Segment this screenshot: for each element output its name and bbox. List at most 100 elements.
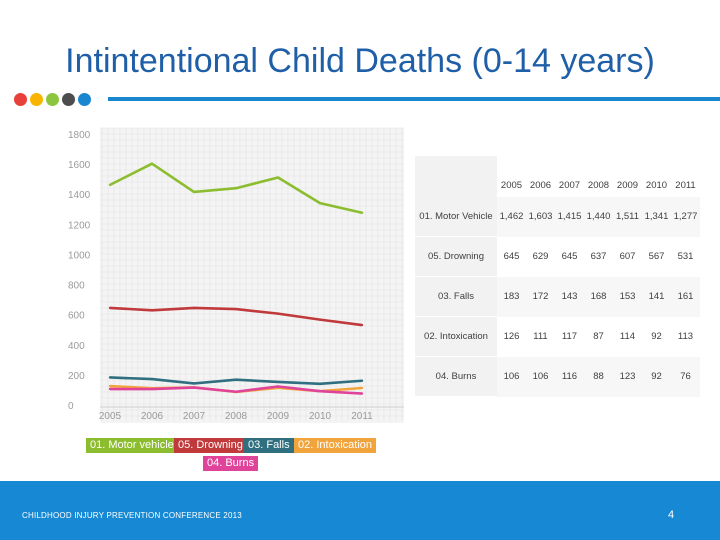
- x-tick-label: 2007: [183, 411, 206, 422]
- data-point-drowning: [192, 306, 196, 310]
- data-point-falls: [192, 382, 196, 385]
- table-cell: 607: [619, 251, 636, 262]
- footer-bar: CHILDHOOD INJURY PREVENTION CONFERENCE 2…: [0, 481, 720, 540]
- data-point-burns: [276, 385, 280, 388]
- line-chart: 0 200 400 600 800 1000 1200 1400 1600 1800 2005 200…: [62, 122, 408, 428]
- table-cell: 645: [503, 251, 520, 262]
- x-tick-label: 2011: [351, 411, 373, 422]
- data-point-drowning: [360, 323, 364, 327]
- data-point-drowning: [276, 312, 280, 315]
- dot-icon: [14, 93, 27, 106]
- table-cell: 106: [526, 356, 555, 397]
- table-cell: 87: [593, 331, 604, 342]
- table-cell: 1,277: [671, 197, 700, 237]
- year-header: 2009: [616, 180, 639, 191]
- table-cell: 114: [619, 331, 636, 342]
- y-tick-label: 1600: [68, 160, 91, 171]
- data-point-motor-vehicle: [192, 190, 196, 194]
- table-cell: 1,462: [497, 197, 526, 237]
- row-label: 04. Burns: [415, 356, 497, 397]
- table-cell: 117: [561, 331, 578, 342]
- legend-item-drowning: 05. Drowning: [174, 438, 247, 453]
- y-tick-label: 800: [68, 281, 85, 292]
- data-point-falls: [318, 382, 322, 385]
- legend-item-intoxication: 02. Intoxication: [294, 438, 376, 453]
- footer-text: CHILDHOOD INJURY PREVENTION CONFERENCE 2…: [22, 511, 242, 520]
- data-point-intoxication: [108, 384, 112, 388]
- year-header: 2005: [500, 180, 523, 191]
- data-point-burns: [234, 390, 238, 393]
- table-cell: 153: [613, 276, 642, 317]
- year-header: 2010: [645, 180, 668, 191]
- year-header: 2007: [558, 180, 581, 191]
- data-point-motor-vehicle: [318, 201, 322, 205]
- x-tick-label: 2006: [141, 411, 164, 422]
- table-cell: 1,415: [555, 197, 584, 237]
- data-point-drowning: [108, 306, 112, 310]
- table-cell: 88: [584, 356, 613, 397]
- table-cell: 1,440: [584, 197, 613, 237]
- table-cell: 645: [561, 251, 578, 262]
- data-point-burns: [318, 389, 322, 393]
- table-cell: 567: [648, 251, 665, 262]
- data-point-falls: [234, 378, 238, 381]
- x-tick-label: 2010: [309, 411, 332, 422]
- y-tick-label: 200: [68, 371, 85, 382]
- data-point-falls: [150, 377, 154, 381]
- data-table: 2005 2006 2007 2008 2009 2010 2011 01. M…: [415, 156, 700, 397]
- table-cell: 183: [497, 276, 526, 317]
- dot-icon: [46, 93, 59, 106]
- table-cell: 113: [677, 331, 694, 342]
- table-cell: 629: [532, 251, 549, 262]
- legend-item-falls: 03. Falls: [244, 438, 294, 453]
- page-number: 4: [668, 509, 675, 521]
- table-cell: 76: [671, 356, 700, 397]
- y-tick-label: 400: [68, 341, 85, 352]
- table-cell: 126: [503, 331, 520, 342]
- table-cell: 1,511: [613, 197, 642, 237]
- table-cell: 143: [555, 276, 584, 317]
- data-point-motor-vehicle: [360, 211, 364, 214]
- table-cell: 92: [642, 356, 671, 397]
- row-label: 01. Motor Vehicle: [415, 197, 497, 237]
- table-cell: 123: [613, 356, 642, 397]
- data-point-burns: [360, 392, 364, 395]
- slide-title: Intintentional Child Deaths (0-14 years): [65, 42, 655, 80]
- dot-icon: [78, 93, 91, 106]
- year-header: 2008: [587, 180, 610, 191]
- data-point-intoxication: [360, 386, 364, 390]
- table-corner: [415, 156, 497, 197]
- table-cell: 161: [671, 276, 700, 317]
- row-label: 03. Falls: [415, 276, 497, 317]
- data-point-falls: [276, 380, 280, 384]
- data-point-motor-vehicle: [150, 162, 154, 165]
- table-cell: 106: [497, 356, 526, 397]
- table-cell: 141: [642, 276, 671, 317]
- data-point-drowning: [234, 307, 238, 311]
- title-rule: [108, 97, 720, 101]
- table-cell: 172: [526, 276, 555, 317]
- legend-item-burns: 04. Burns: [203, 456, 259, 471]
- x-tick-label: 2005: [99, 411, 122, 422]
- y-tick-label: 1000: [68, 250, 91, 261]
- data-point-falls: [360, 379, 364, 382]
- data-point-motor-vehicle: [276, 176, 280, 179]
- data-point-falls: [108, 376, 112, 379]
- table-cell: 168: [584, 276, 613, 317]
- y-tick-label: 1800: [68, 130, 91, 141]
- table-cell: 111: [533, 331, 548, 342]
- data-point-burns: [150, 387, 154, 391]
- dot-icon: [30, 93, 43, 106]
- data-point-motor-vehicle: [234, 187, 238, 190]
- table-row: 03. Falls 183 172 143 168 153 141 161: [415, 276, 700, 317]
- x-tick-label: 2009: [267, 411, 290, 422]
- year-header: 2011: [675, 180, 696, 191]
- table-cell: 116: [555, 356, 584, 397]
- y-tick-label: 1200: [68, 220, 91, 231]
- table-row: 02. Intoxication 126 111 117 87 114 92 1…: [415, 316, 700, 357]
- table-cell: 1,341: [642, 197, 671, 237]
- table-cell: 531: [677, 251, 694, 262]
- table-cell: 637: [590, 251, 607, 262]
- data-point-burns: [108, 387, 112, 391]
- table-cell: 92: [651, 331, 662, 342]
